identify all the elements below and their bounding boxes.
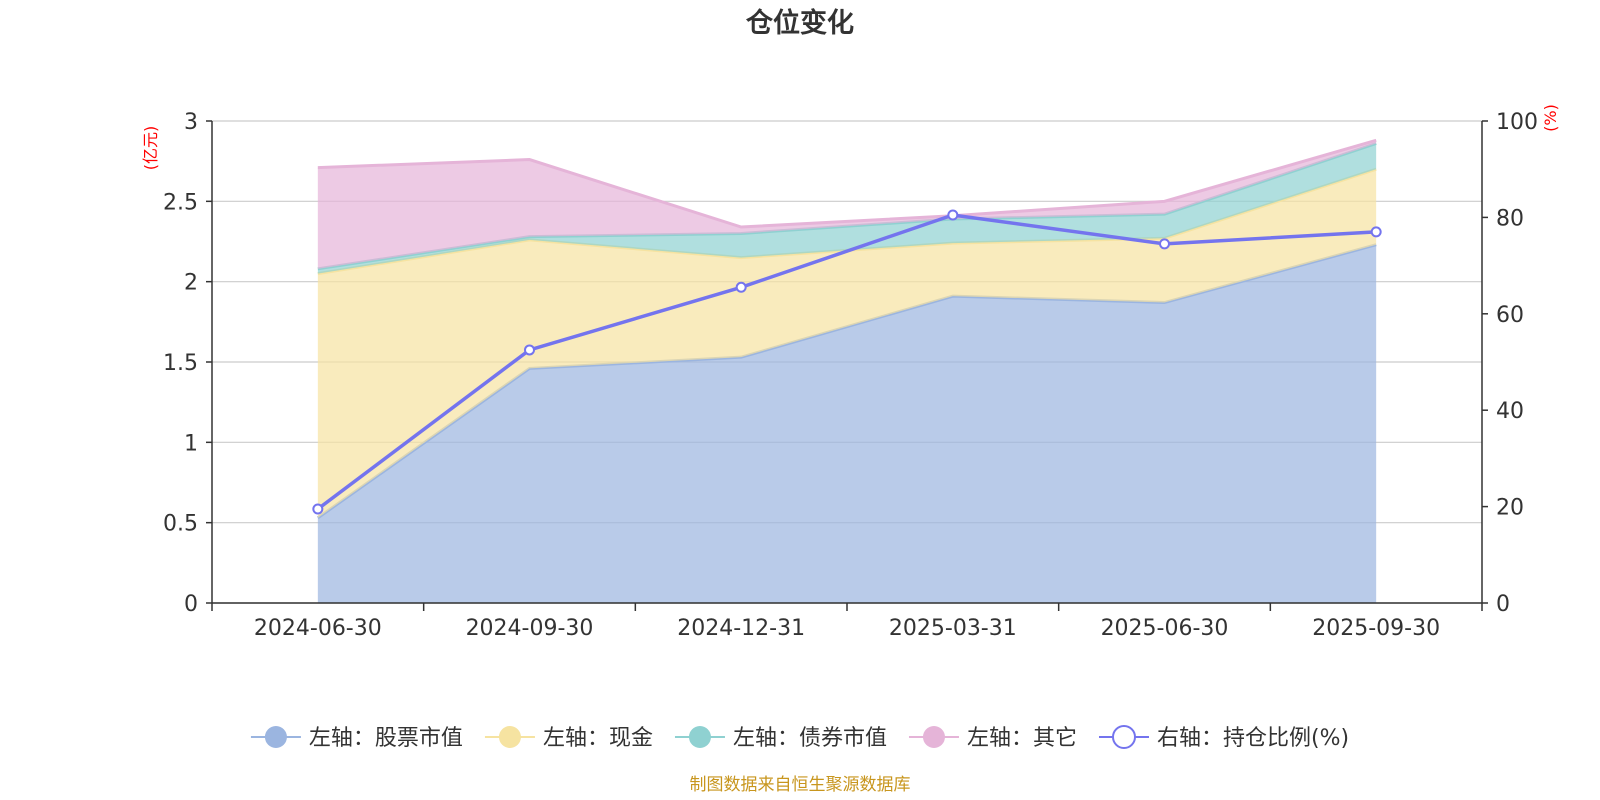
right-axis-tick-label: 20: [1496, 496, 1524, 521]
holding-ratio-point: [312, 503, 324, 515]
legend-symbol-marker: [922, 726, 945, 748]
legend: 左轴：股票市值 左轴：现金 左轴：债券市值 左轴：其它 右轴：持仓比例(%): [250, 725, 1349, 751]
legend-label: 左轴：股票市值: [309, 726, 463, 751]
holding-ratio-point: [1159, 238, 1170, 250]
holding-ratio-point: [735, 281, 747, 293]
legend-label: 左轴：其它: [967, 726, 1077, 751]
area-series-4-edge: [317, 138, 1377, 229]
area-series-4: [317, 140, 1377, 269]
left-axis-tick-label: 2: [184, 271, 198, 296]
x-axis-tick-label: 2025-09-30: [1312, 616, 1440, 641]
right-axis-unit: (%): [1541, 104, 1560, 132]
area-series-3: [317, 143, 1377, 274]
right-axis-tick-label: 80: [1496, 206, 1524, 231]
x-axis-tick-label: 2024-09-30: [466, 616, 594, 641]
left-axis-tick-label: 1: [184, 431, 198, 456]
legend-label: 左轴：债券市值: [733, 726, 887, 751]
right-axis-tick-label: 40: [1496, 399, 1524, 424]
area-series-2: [317, 169, 1377, 518]
holding-ratio-line: [316, 213, 1377, 511]
chart-title: 仓位变化: [745, 7, 854, 39]
area-series-1: [317, 244, 1377, 604]
left-axis-tick-label: 2.5: [163, 190, 198, 215]
legend-symbol-marker: [688, 726, 711, 748]
right-axis-tick-label: 100: [1496, 110, 1538, 135]
legend-symbol-marker: [264, 726, 287, 748]
legend-label: 左轴：现金: [543, 726, 653, 751]
x-axis-tick-label: 2025-06-30: [1101, 616, 1229, 641]
holding-ratio-point: [1370, 226, 1382, 238]
plot-area: 0 0.5 1 1.5 2 2.5 3 0 20 40 60 80 100 2024-06-30 2024-…: [163, 110, 1538, 641]
holding-ratio-point: [947, 209, 959, 221]
x-axis-tick-label: 2024-12-31: [677, 616, 805, 641]
x-axis-tick-label: 2024-06-30: [254, 616, 382, 641]
data-source: 制图数据来自恒生聚源数据库: [690, 775, 911, 795]
left-axis-tick-label: 0: [184, 592, 198, 617]
x-axis-tick-label: 2025-03-31: [889, 616, 1017, 641]
legend-symbol-marker: [1111, 725, 1136, 749]
right-axis-tick-label: 60: [1496, 303, 1524, 328]
legend-symbol-marker: [498, 726, 521, 748]
holding-ratio-point: [524, 344, 535, 356]
left-axis-unit: (亿元): [141, 126, 160, 171]
right-axis-tick-label: 0: [1496, 592, 1510, 617]
left-axis-tick-label: 1.5: [163, 351, 198, 376]
left-axis-tick-label: 0.5: [163, 512, 198, 537]
legend-label: 右轴：持仓比例(%): [1157, 726, 1349, 751]
left-axis-tick-label: 3: [184, 110, 198, 135]
